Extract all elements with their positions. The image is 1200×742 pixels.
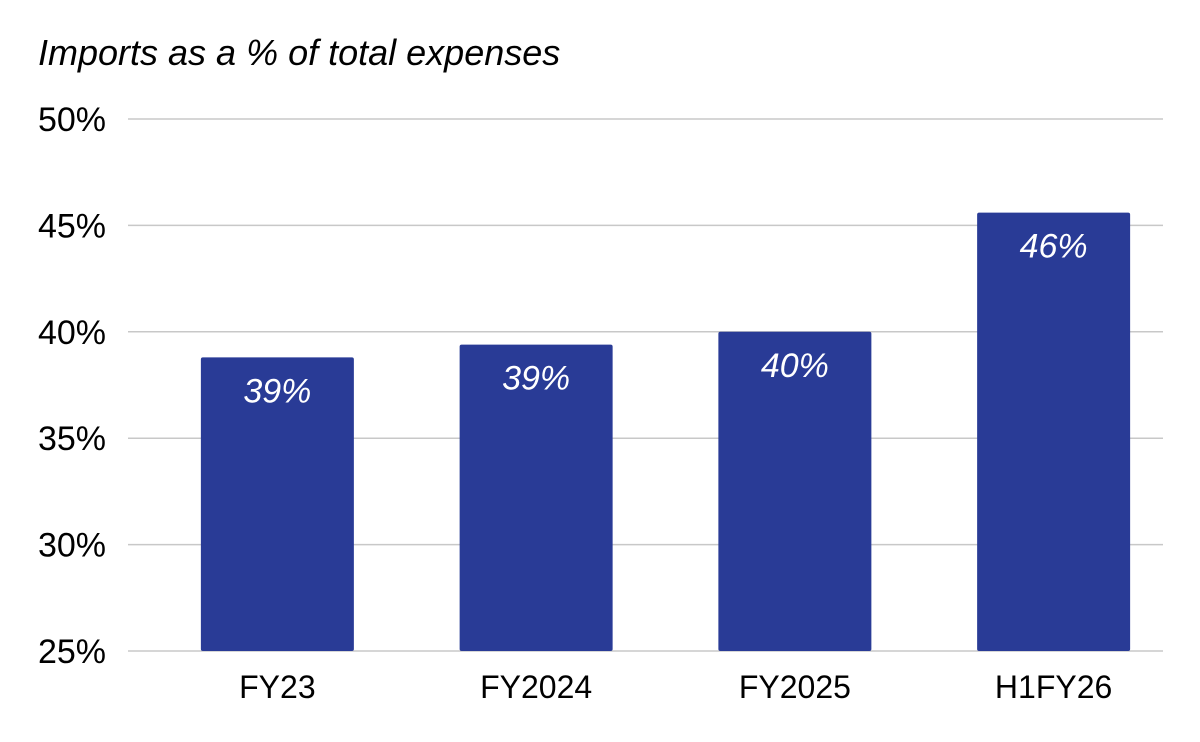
x-tick-label: FY2024: [480, 669, 592, 705]
data-label: 39%: [502, 360, 570, 398]
y-tick-label: 35%: [38, 420, 106, 458]
y-tick-label: 30%: [38, 527, 106, 565]
x-axis-ticks: FY23 FY2024 FY2025 H1FY26: [239, 669, 1112, 705]
data-label: 46%: [1020, 228, 1088, 266]
bar: [459, 344, 613, 651]
chart-title: Imports as a % of total expenses: [38, 32, 561, 73]
x-tick-label: FY23: [239, 669, 315, 705]
x-tick-label: FY2025: [739, 669, 851, 705]
bar: [200, 357, 354, 651]
y-axis-ticks: 25% 30% 35% 40% 45% 50%: [38, 101, 106, 671]
bar: [718, 331, 872, 651]
y-tick-label: 45%: [38, 207, 106, 245]
data-label: 40%: [761, 347, 829, 385]
data-labels: 39% 39% 40% 46%: [243, 228, 1087, 411]
x-tick-label: H1FY26: [995, 669, 1112, 705]
bar: [977, 212, 1131, 651]
data-label: 39%: [243, 372, 311, 410]
y-tick-label: 40%: [38, 314, 106, 352]
y-tick-label: 25%: [38, 633, 106, 671]
y-tick-label: 50%: [38, 101, 106, 139]
bars: [200, 212, 1131, 651]
